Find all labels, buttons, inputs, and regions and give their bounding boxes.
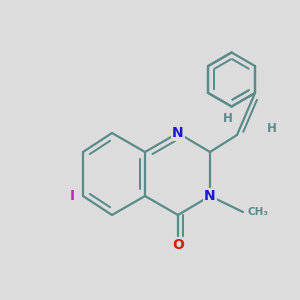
Text: I: I xyxy=(70,189,75,203)
Text: H: H xyxy=(267,122,277,134)
Text: H: H xyxy=(223,112,233,124)
Text: N: N xyxy=(204,189,216,203)
Text: CH₃: CH₃ xyxy=(248,207,269,217)
Text: N: N xyxy=(172,126,184,140)
Text: O: O xyxy=(172,238,184,252)
